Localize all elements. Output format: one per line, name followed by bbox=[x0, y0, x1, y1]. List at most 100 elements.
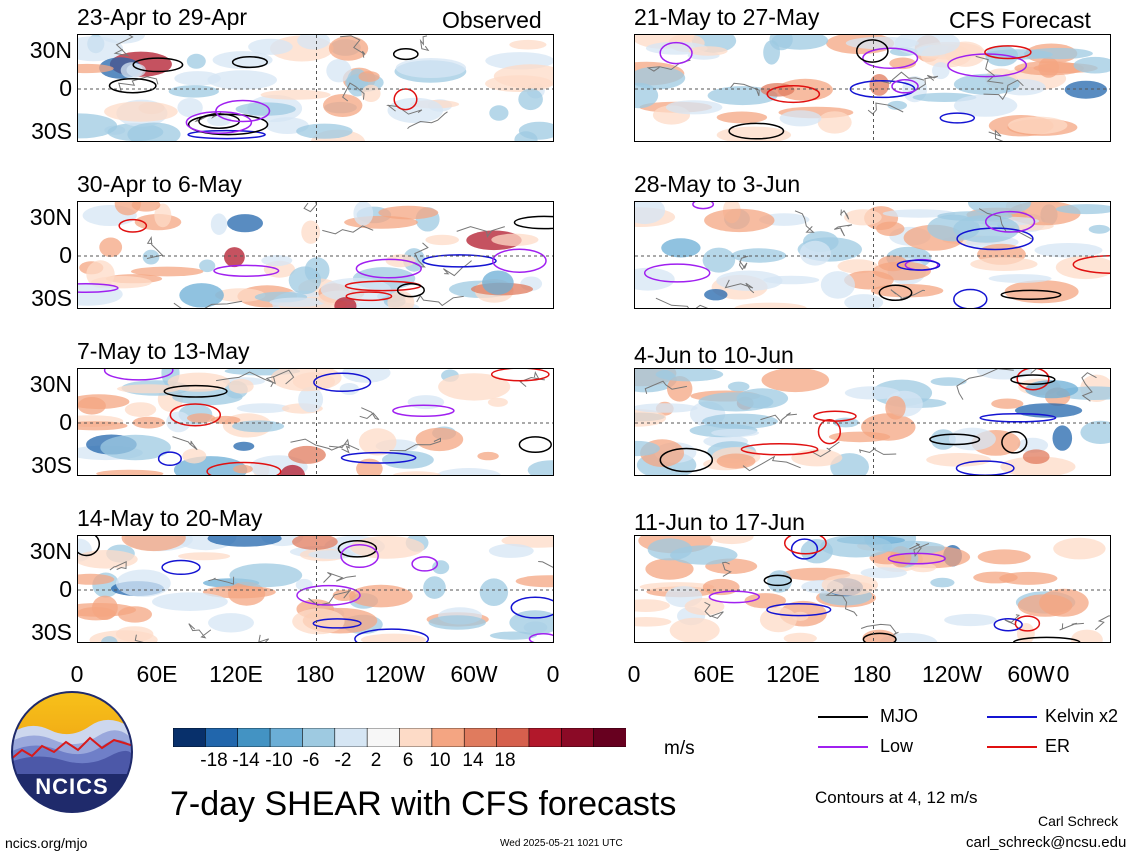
shear-anomaly-blob bbox=[711, 428, 760, 437]
coastline bbox=[644, 380, 687, 395]
contour-loop bbox=[206, 461, 282, 475]
panel-title: 4-Jun to 10-Jun bbox=[634, 342, 794, 368]
shear-anomaly-blob bbox=[977, 549, 1031, 565]
shear-anomaly-blob bbox=[407, 395, 445, 410]
shear-anomaly-blob bbox=[635, 202, 666, 225]
coastline bbox=[173, 300, 243, 308]
coastline bbox=[742, 455, 801, 472]
map-field bbox=[635, 35, 1110, 141]
contour-loop bbox=[896, 259, 941, 271]
shear-anomaly-blob bbox=[769, 35, 793, 51]
contour-loop bbox=[103, 369, 174, 381]
contour-loop bbox=[492, 248, 547, 273]
shear-anomaly-blob bbox=[207, 70, 277, 90]
shear-anomaly-blob bbox=[702, 247, 736, 273]
shear-anomaly-blob bbox=[477, 451, 499, 461]
legend-line-low bbox=[818, 746, 868, 748]
shear-anomaly-blob bbox=[488, 543, 534, 558]
shear-anomaly-blob bbox=[78, 550, 138, 569]
shear-anomaly-blob bbox=[518, 88, 543, 111]
shear-anomaly-blob bbox=[1053, 537, 1106, 560]
shear-anomaly-blob bbox=[96, 469, 164, 475]
coastline bbox=[655, 297, 709, 308]
coastline bbox=[134, 634, 144, 642]
shear-anomaly-blob bbox=[635, 617, 672, 627]
contour-loop bbox=[692, 202, 715, 210]
shear-anomaly-blob bbox=[1017, 594, 1073, 617]
shear-anomaly-blob bbox=[645, 558, 694, 580]
colorbar-label: 14 bbox=[462, 750, 484, 771]
contour-loop bbox=[78, 282, 119, 294]
coastline bbox=[538, 561, 553, 568]
shear-anomaly-blob bbox=[999, 571, 1058, 585]
shear-anomaly-blob bbox=[387, 290, 415, 308]
shear-anomaly-blob bbox=[820, 536, 892, 558]
coastline bbox=[956, 369, 1014, 400]
shear-anomaly-blob bbox=[635, 599, 670, 612]
shear-anomaly-blob bbox=[482, 270, 514, 295]
lon-label: 0 bbox=[627, 661, 641, 687]
shear-anomaly-blob bbox=[704, 208, 775, 233]
shear-anomaly-blob bbox=[991, 398, 1024, 409]
shear-anomaly-blob bbox=[509, 39, 547, 50]
shear-anomaly-blob bbox=[387, 97, 444, 124]
contour-loop bbox=[313, 372, 372, 393]
coastline bbox=[329, 438, 350, 454]
contour-loop bbox=[392, 48, 419, 61]
shear-anomaly-blob bbox=[121, 536, 186, 552]
shear-anomaly-blob bbox=[731, 248, 787, 263]
shear-anomaly-blob bbox=[527, 460, 553, 475]
shear-anomaly-blob bbox=[926, 453, 991, 467]
shear-anomaly-blob bbox=[279, 464, 306, 475]
shear-anomaly-blob bbox=[837, 259, 878, 274]
shear-anomaly-blob bbox=[167, 372, 230, 392]
shear-anomaly-blob bbox=[667, 376, 693, 402]
shear-anomaly-blob bbox=[635, 409, 667, 427]
shear-anomaly-blob bbox=[124, 402, 157, 417]
contour-loop bbox=[891, 79, 919, 94]
contour-loop bbox=[340, 543, 379, 569]
contour-loop bbox=[312, 618, 362, 629]
shear-map bbox=[77, 535, 554, 643]
shear-anomaly-blob bbox=[360, 633, 426, 642]
contour-loop bbox=[766, 85, 821, 104]
shear-anomaly-blob bbox=[910, 563, 937, 573]
shear-anomaly-blob bbox=[235, 102, 296, 116]
shear-anomaly-blob bbox=[1052, 425, 1073, 451]
shear-anomaly-blob bbox=[323, 94, 363, 117]
coastline bbox=[721, 561, 732, 577]
shear-anomaly-blob bbox=[168, 85, 219, 98]
shear-anomaly-blob bbox=[100, 434, 171, 461]
shear-anomaly-blob bbox=[248, 38, 293, 55]
coastline bbox=[874, 71, 925, 84]
shear-anomaly-blob bbox=[889, 57, 917, 70]
shear-anomaly-blob bbox=[707, 86, 778, 106]
timestamp: Wed 2025-05-21 1021 UTC bbox=[500, 838, 623, 849]
panel-title: 30-Apr to 6-May bbox=[77, 171, 242, 197]
contour-loop bbox=[1012, 636, 1081, 642]
colorbar-label: -2 bbox=[334, 750, 352, 771]
shear-anomaly-blob bbox=[736, 388, 789, 409]
shear-anomaly-blob bbox=[948, 427, 996, 451]
contour-loop bbox=[1000, 289, 1062, 300]
shear-map bbox=[634, 34, 1111, 142]
shear-anomaly-blob bbox=[862, 629, 897, 642]
shear-anomaly-blob bbox=[308, 550, 356, 559]
shear-anomaly-blob bbox=[127, 122, 181, 141]
shear-anomaly-blob bbox=[115, 569, 171, 597]
shear-anomaly-blob bbox=[1008, 116, 1068, 135]
shear-map bbox=[77, 201, 554, 309]
map-field bbox=[78, 35, 553, 141]
contour-loop bbox=[947, 53, 1028, 78]
shear-anomaly-blob bbox=[1000, 456, 1076, 475]
coastline bbox=[322, 225, 374, 235]
colorbar-swatch bbox=[334, 727, 368, 748]
coastline bbox=[988, 129, 1004, 141]
shear-anomaly-blob bbox=[215, 288, 266, 302]
contour-loop bbox=[337, 539, 378, 558]
coastline bbox=[704, 601, 724, 619]
contour-loop bbox=[878, 284, 913, 302]
lat-label: 30S bbox=[31, 619, 72, 645]
shear-anomaly-blob bbox=[166, 411, 191, 433]
legend-label-er: ER bbox=[1045, 736, 1071, 756]
